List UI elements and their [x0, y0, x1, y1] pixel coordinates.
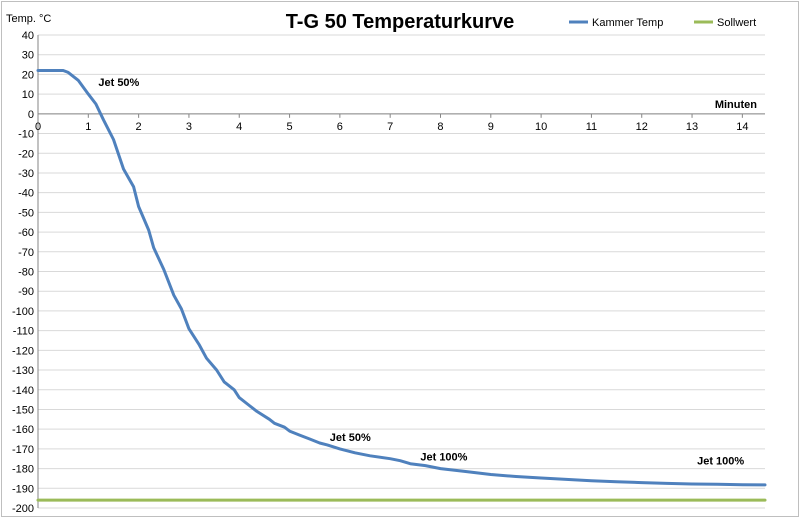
y-tick-label: -30 — [18, 168, 34, 180]
y-tick-label: -130 — [12, 365, 34, 377]
y-tick-label: -180 — [12, 464, 34, 476]
annotation-label: Jet 50% — [98, 77, 139, 89]
y-axis-label: Temp. °C — [6, 13, 51, 25]
y-tick-label: -80 — [18, 267, 34, 279]
y-tick-label: -120 — [12, 345, 34, 357]
x-tick-label: 12 — [636, 121, 648, 133]
y-tick-label: -40 — [18, 188, 34, 200]
x-tick-label: 11 — [586, 121, 597, 133]
x-tick-label: 5 — [286, 121, 292, 133]
y-tick-label: -70 — [18, 247, 34, 259]
y-tick-label: -170 — [12, 444, 34, 456]
chart-title: T-G 50 Temperaturkurve — [286, 11, 515, 33]
y-tick-label: 0 — [28, 109, 34, 121]
annotation-label: Jet 100% — [420, 452, 467, 464]
y-tick-label: -100 — [12, 306, 34, 318]
y-tick-label: 30 — [22, 50, 34, 62]
annotations: Jet 50% Jet 50% Jet 100% Jet 100% — [98, 77, 744, 467]
legend: Kammer Temp Sollwert — [569, 17, 756, 29]
y-tick-label: -20 — [18, 148, 34, 160]
x-tick-label: 6 — [337, 121, 343, 133]
x-tick-label: 9 — [488, 121, 494, 133]
gridlines — [37, 34, 765, 509]
legend-label-sollwert: Sollwert — [717, 17, 756, 29]
x-tick-label: 3 — [186, 121, 192, 133]
y-tick-label: -160 — [12, 424, 34, 436]
x-tick-label: 4 — [236, 121, 242, 133]
y-tick-labels: 40 30 20 10 0 -10 -20 -30 -40 -50 -60 -70 -80 -90 -100… — [12, 30, 34, 515]
y-tick-label: 20 — [22, 69, 34, 81]
x-tick-label: 1 — [85, 121, 91, 133]
y-tick-label: -190 — [12, 483, 34, 495]
x-tick-label: 7 — [387, 121, 393, 133]
x-tick-label: 14 — [736, 121, 748, 133]
y-tick-label: -10 — [18, 129, 34, 141]
annotation-label: Jet 100% — [697, 456, 744, 468]
y-tick-label: -140 — [12, 385, 34, 397]
x-tick-label: 13 — [686, 121, 698, 133]
series-lines — [36, 69, 767, 502]
x-axis — [37, 113, 765, 118]
series-line-kammer-temp — [36, 69, 767, 487]
annotation-label: Jet 50% — [330, 432, 371, 444]
y-tick-label: -150 — [12, 404, 34, 416]
legend-label-kammer-temp: Kammer Temp — [592, 17, 663, 29]
x-tick-label: 0 — [35, 121, 41, 133]
x-tick-labels: 0 1 2 3 4 5 6 7 8 9 10 11 12 13 14 — [35, 121, 749, 133]
y-tick-label: -200 — [12, 503, 34, 515]
y-tick-label: -90 — [18, 286, 34, 298]
y-tick-label: 10 — [22, 89, 34, 101]
x-axis-label: Minuten — [715, 99, 757, 111]
y-tick-label: -110 — [13, 326, 34, 338]
x-tick-label: 10 — [535, 121, 547, 133]
y-tick-label: 40 — [22, 30, 34, 42]
x-tick-label: 2 — [136, 121, 142, 133]
y-tick-label: -50 — [18, 207, 34, 219]
y-tick-label: -60 — [18, 227, 34, 239]
x-tick-label: 8 — [437, 121, 443, 133]
